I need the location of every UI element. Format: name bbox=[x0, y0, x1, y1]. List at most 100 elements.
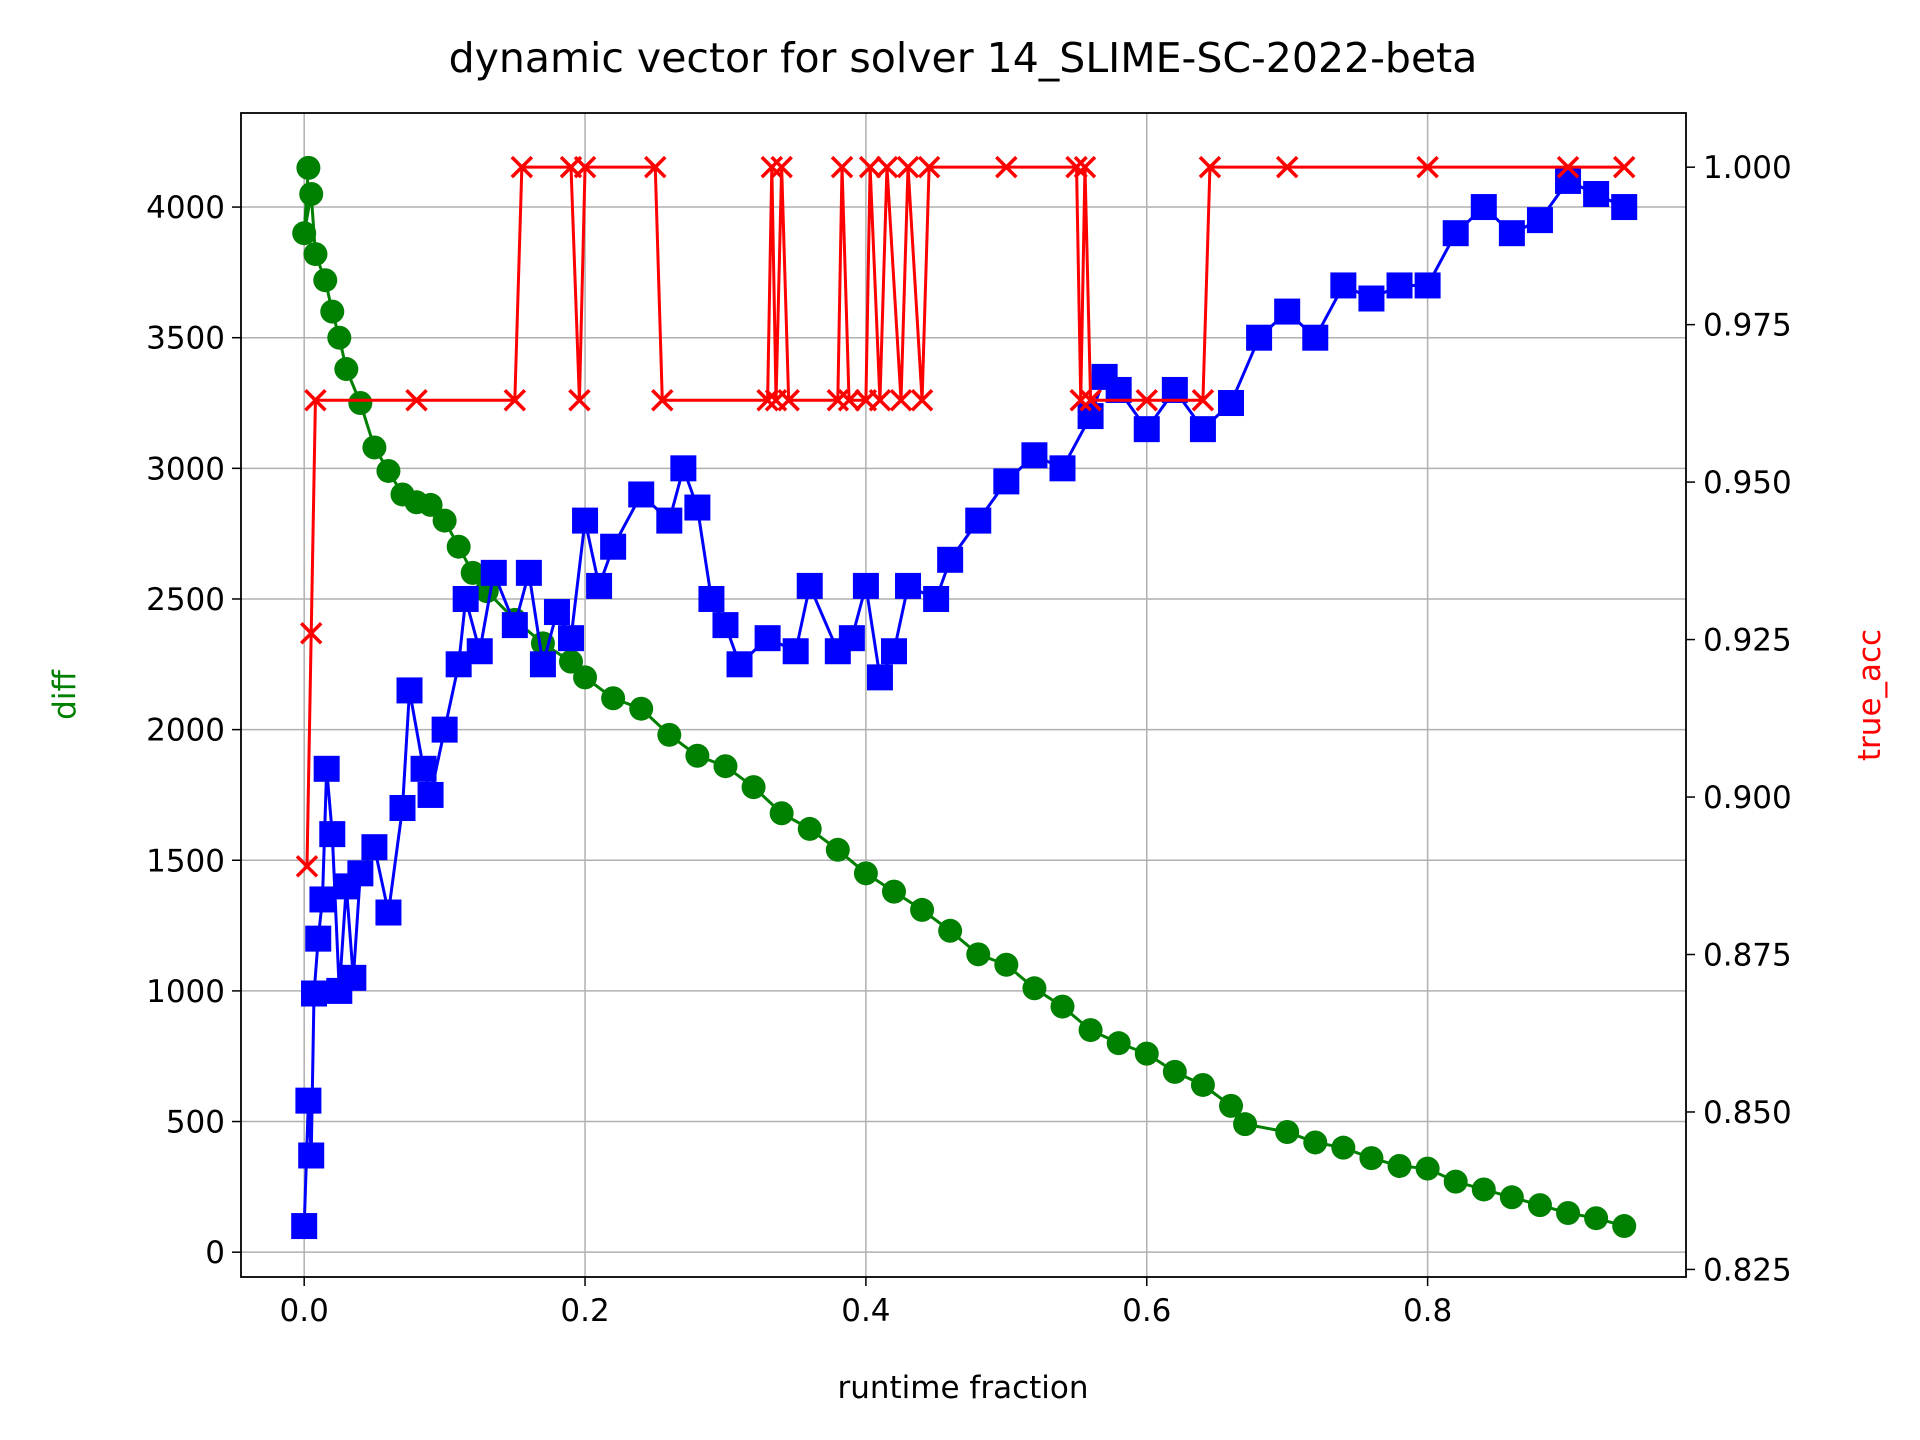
point bbox=[1359, 1146, 1384, 1171]
point bbox=[866, 664, 893, 691]
point bbox=[777, 388, 800, 412]
point bbox=[756, 388, 779, 412]
point bbox=[396, 677, 423, 704]
point bbox=[309, 886, 336, 913]
point bbox=[1219, 1093, 1244, 1118]
y2-tick-label: 0.925 bbox=[1703, 623, 1792, 659]
point bbox=[1135, 388, 1158, 412]
point bbox=[515, 559, 542, 586]
y-tick-label: 500 bbox=[166, 1105, 225, 1141]
point bbox=[573, 665, 598, 690]
point bbox=[868, 388, 892, 412]
point bbox=[1069, 388, 1092, 412]
point bbox=[573, 155, 597, 179]
point bbox=[712, 612, 739, 639]
point bbox=[1078, 1018, 1103, 1043]
point bbox=[1022, 976, 1047, 1001]
point bbox=[797, 816, 822, 841]
point bbox=[1134, 1041, 1159, 1066]
point bbox=[1443, 1169, 1468, 1194]
point bbox=[880, 638, 907, 665]
point bbox=[418, 492, 443, 517]
point bbox=[1442, 220, 1469, 247]
point bbox=[375, 899, 402, 926]
point bbox=[410, 755, 437, 782]
point bbox=[1331, 1135, 1356, 1160]
point bbox=[1065, 155, 1088, 179]
y2-tick-label: 0.825 bbox=[1703, 1252, 1792, 1288]
point bbox=[417, 781, 444, 808]
point bbox=[1073, 155, 1097, 179]
point bbox=[684, 494, 711, 521]
point bbox=[1416, 155, 1439, 179]
x-tick-label: 0.2 bbox=[560, 1293, 609, 1329]
point bbox=[361, 834, 388, 861]
point bbox=[340, 964, 367, 991]
point bbox=[1556, 155, 1580, 179]
point bbox=[1527, 1193, 1552, 1218]
point bbox=[628, 481, 655, 508]
point bbox=[1106, 1031, 1131, 1056]
point bbox=[1499, 1185, 1524, 1210]
point bbox=[1133, 416, 1160, 443]
y-tick-label: 1000 bbox=[146, 974, 225, 1010]
y2-axis-label: true_acc bbox=[1852, 629, 1888, 761]
point bbox=[303, 242, 328, 267]
point bbox=[858, 155, 882, 179]
point bbox=[296, 155, 321, 180]
point bbox=[1274, 298, 1301, 325]
point bbox=[853, 861, 878, 886]
y2-tick-label: 1.000 bbox=[1703, 150, 1792, 186]
point bbox=[320, 299, 345, 324]
point bbox=[1556, 1200, 1581, 1225]
point bbox=[295, 1087, 322, 1114]
point bbox=[480, 559, 507, 586]
point bbox=[304, 388, 327, 412]
x-tick-label: 0.6 bbox=[1122, 1293, 1171, 1329]
point bbox=[1555, 167, 1582, 194]
y-axis-label: diff bbox=[47, 670, 83, 720]
y-tick-label: 3000 bbox=[146, 451, 225, 487]
point bbox=[881, 879, 906, 904]
point bbox=[362, 435, 387, 460]
point bbox=[754, 625, 781, 652]
point bbox=[601, 686, 626, 711]
point bbox=[1414, 272, 1441, 299]
y2-tick-label: 0.850 bbox=[1703, 1095, 1792, 1131]
point bbox=[713, 754, 738, 779]
point bbox=[1386, 272, 1413, 299]
point bbox=[432, 508, 457, 533]
plot-frame bbox=[240, 112, 1687, 1278]
y2-tick-label: 0.875 bbox=[1703, 938, 1792, 974]
series bbox=[292, 155, 1637, 1239]
point bbox=[994, 952, 1019, 977]
point bbox=[319, 821, 346, 848]
grid bbox=[241, 113, 1686, 1277]
series bbox=[295, 155, 1636, 878]
point bbox=[291, 1213, 318, 1240]
y-tick-label: 2500 bbox=[146, 582, 225, 618]
point bbox=[1470, 194, 1497, 221]
point bbox=[782, 638, 809, 665]
point bbox=[1161, 376, 1188, 403]
point bbox=[910, 388, 934, 412]
point bbox=[1387, 1153, 1412, 1178]
point bbox=[559, 649, 584, 674]
point bbox=[376, 458, 401, 483]
point bbox=[895, 572, 922, 599]
point bbox=[685, 743, 710, 768]
point bbox=[299, 622, 323, 645]
point bbox=[452, 585, 479, 612]
point bbox=[503, 388, 527, 412]
point bbox=[1275, 1119, 1300, 1144]
point bbox=[825, 837, 850, 862]
point bbox=[1415, 1156, 1440, 1181]
point bbox=[938, 918, 963, 943]
point bbox=[910, 897, 935, 922]
point bbox=[656, 507, 683, 534]
point bbox=[405, 388, 428, 412]
point bbox=[1049, 455, 1076, 482]
point bbox=[558, 625, 585, 652]
point bbox=[896, 155, 920, 179]
